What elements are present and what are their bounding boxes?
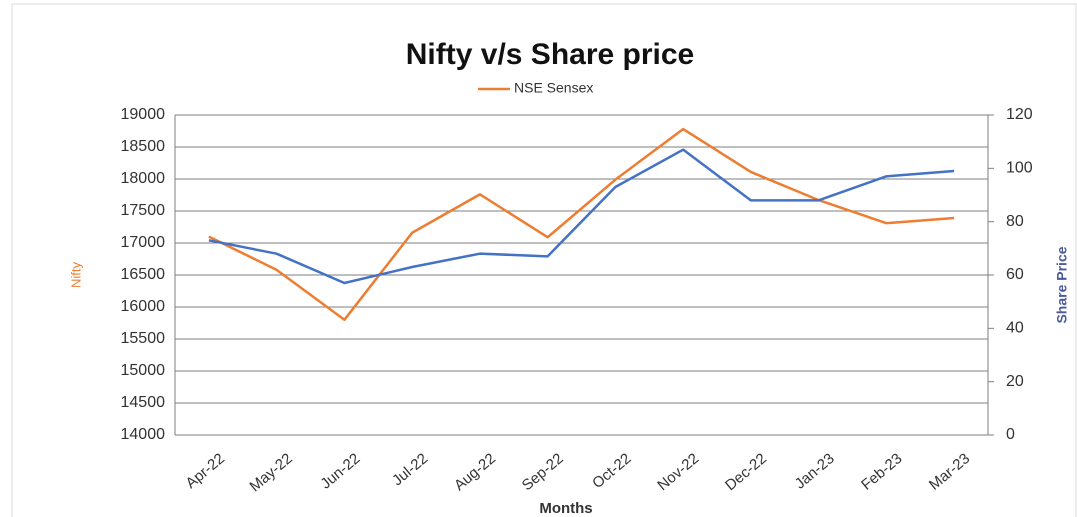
chart-border — [11, 3, 1077, 517]
y-tick-label: 18000 — [121, 170, 166, 187]
y2-tick-label: 60 — [1006, 266, 1024, 283]
y-tick-label: 17500 — [121, 202, 166, 219]
y-tick-label: 15500 — [121, 330, 166, 347]
y2-tick-label: 80 — [1006, 213, 1024, 230]
y-tick-label: 17000 — [121, 234, 166, 251]
y-tick-label: 16500 — [121, 266, 166, 283]
series-line — [208, 148, 955, 285]
y2-tick-label: 100 — [1006, 160, 1033, 177]
y2-tick-label: 0 — [1006, 426, 1015, 443]
y-axis-title: Nifty — [68, 262, 83, 289]
y-tick-label: 14000 — [121, 426, 166, 443]
y2-axis-title: Share Price — [1054, 246, 1070, 323]
y-tick-label: 19000 — [121, 106, 166, 123]
y-tick-label: 14500 — [121, 394, 166, 411]
y-tick-label: 15000 — [121, 362, 166, 379]
x-axis-title: Months — [539, 500, 592, 517]
series-line — [208, 127, 955, 322]
chart-title: Nifty v/s Share price — [406, 38, 694, 71]
y-tick-label: 16000 — [121, 298, 166, 315]
y2-tick-label: 120 — [1006, 106, 1033, 123]
y2-tick-label: 20 — [1006, 373, 1024, 390]
y-tick-label: 18500 — [121, 138, 166, 155]
y2-tick-label: 40 — [1006, 320, 1024, 337]
legend-label: NSE Sensex — [514, 80, 593, 96]
